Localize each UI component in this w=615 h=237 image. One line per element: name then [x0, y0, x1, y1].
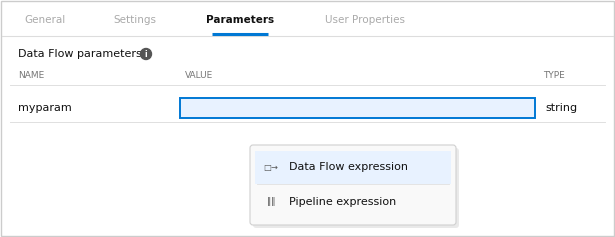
- Text: □→: □→: [264, 163, 279, 172]
- Text: Pipeline expression: Pipeline expression: [289, 197, 396, 207]
- Circle shape: [140, 49, 151, 59]
- Text: Settings: Settings: [114, 15, 156, 25]
- Text: NAME: NAME: [18, 72, 44, 81]
- FancyBboxPatch shape: [250, 145, 456, 225]
- Text: User Properties: User Properties: [325, 15, 405, 25]
- Text: myparam: myparam: [18, 103, 72, 113]
- FancyBboxPatch shape: [255, 151, 451, 184]
- FancyBboxPatch shape: [180, 98, 535, 118]
- Text: Parameters: Parameters: [206, 15, 274, 25]
- Text: Data Flow expression: Data Flow expression: [289, 163, 408, 173]
- FancyBboxPatch shape: [253, 148, 459, 228]
- Text: ‖‖: ‖‖: [267, 197, 276, 206]
- Text: string: string: [545, 103, 577, 113]
- Text: TYPE: TYPE: [543, 72, 565, 81]
- Text: General: General: [25, 15, 66, 25]
- Text: i: i: [145, 50, 148, 59]
- Text: VALUE: VALUE: [185, 72, 213, 81]
- Text: Data Flow parameters: Data Flow parameters: [18, 49, 141, 59]
